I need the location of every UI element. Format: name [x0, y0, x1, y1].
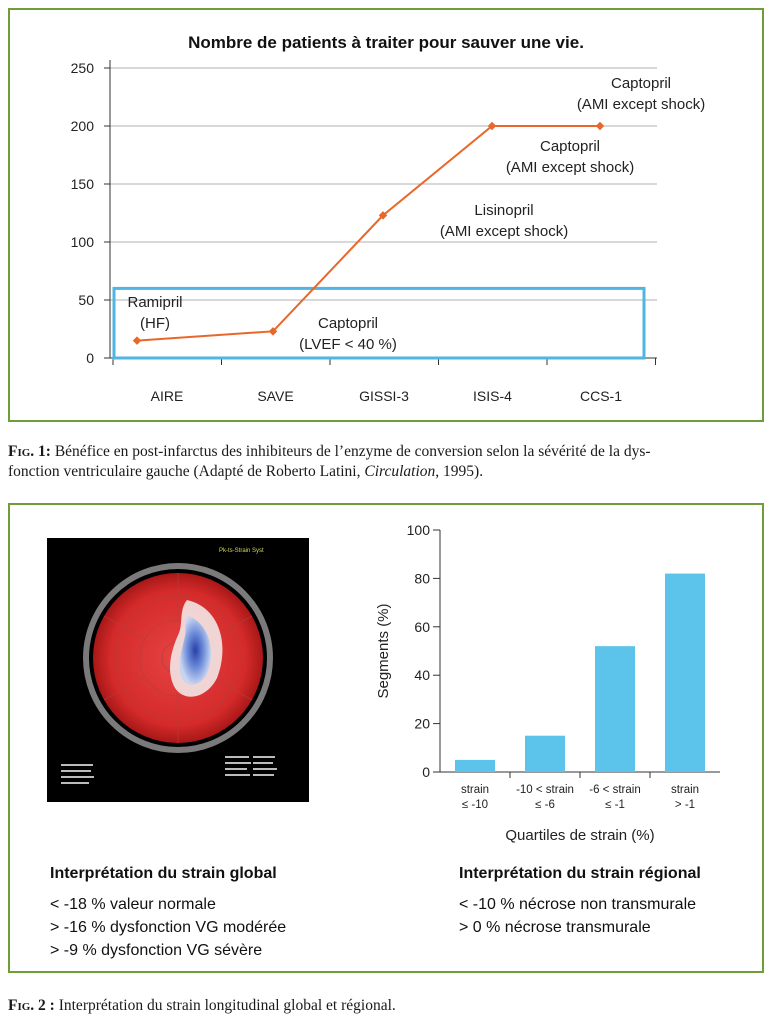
chart2-x-axis-label: Quartiles de strain (%)	[505, 827, 654, 844]
figure1-caption: Fig. 1: Bénéfice en post-infarctus des i…	[8, 442, 651, 482]
regional-strain-heading: Interprétation du strain régional	[459, 865, 701, 882]
regional-strain-line: < -10 % nécrose non transmurale	[459, 896, 697, 913]
chart1-annotation: (HF)	[140, 315, 170, 332]
chart2-x-tick-label: -10 < strain	[516, 784, 574, 796]
bullseye-segment-lines	[103, 573, 253, 743]
global-strain-line: > -9 % dysfonction VG sévère	[50, 942, 263, 959]
chart1-annotation: (LVEF < 40 %)	[299, 336, 397, 353]
chart1-x-tick-label: ISIS-4	[473, 388, 512, 404]
figure2-caption-label: Fig. 2 :	[8, 997, 55, 1014]
bullseye-legend-marks	[61, 756, 277, 784]
chart1-y-tick-label: 200	[71, 118, 95, 134]
chart2-bar	[665, 573, 705, 772]
chart2-y-tick-label: 0	[422, 764, 430, 780]
chart2-x-tick-label: strain	[461, 784, 489, 796]
bullseye-strain-map: Pk-ts-Strain Syst	[61, 548, 277, 784]
figure1-caption-text-b-post: , 1995).	[435, 463, 484, 480]
chart1-annotation: Captopril	[611, 75, 671, 92]
global-strain-line: > -16 % dysfonction VG modérée	[50, 919, 287, 936]
chart1-y-tick-label: 50	[78, 292, 94, 308]
chart2-bar	[525, 735, 565, 772]
chart1-data-point	[378, 211, 388, 220]
chart1-annotation: (AMI except shock)	[506, 159, 634, 176]
figure1-caption-text-a: Bénéfice en post-infarctus des inhibiteu…	[54, 443, 651, 460]
chart1-highlight-box	[112, 286, 646, 360]
chart1-data-point	[268, 327, 278, 336]
chart1-data-point	[132, 336, 142, 345]
chart1-annotation: Captopril	[540, 138, 600, 155]
chart2-x-tick-label: ≤ -6	[535, 799, 555, 811]
figure2-caption-text: Interprétation du strain longitudinal gl…	[58, 997, 396, 1014]
chart2-bar	[595, 646, 635, 772]
chart2-x-tick-label: ≤ -1	[605, 799, 625, 811]
chart2-x-tick-label: > -1	[675, 799, 695, 811]
chart1-x-tick-label: SAVE	[257, 388, 293, 404]
chart1-annotation: Ramipril	[127, 294, 182, 311]
bullseye-outer-ring	[83, 563, 273, 753]
chart2-y-tick-label: 100	[407, 522, 431, 538]
chart1-y-tick-label: 0	[86, 350, 94, 366]
chart2-x-tick-label: -6 < strain	[589, 784, 640, 796]
bullseye-header: Pk-ts-Strain Syst	[219, 548, 264, 554]
chart1-x-tick-label: CCS-1	[580, 388, 622, 404]
figure1-caption-text-b-pre: fonction ventriculaire gauche (Adapté de…	[8, 463, 365, 480]
chart2-y-axis-label: Segments (%)	[375, 603, 392, 698]
global-strain-line: < -18 % valeur normale	[50, 896, 216, 913]
chart1-y-tick-label: 250	[71, 60, 95, 76]
chart2-bar	[455, 759, 495, 772]
chart1-annotation: Captopril	[318, 315, 378, 332]
chart2-x-tick-label: ≤ -10	[462, 799, 488, 811]
chart1-y-tick-label: 150	[71, 176, 95, 192]
global-strain-interpretation: Interprétation du strain global < -18 % …	[50, 862, 286, 962]
figure2-caption: Fig. 2 : Interprétation du strain longit…	[8, 996, 396, 1016]
figure1-caption-label: Fig. 1:	[8, 443, 51, 460]
global-strain-heading: Interprétation du strain global	[50, 865, 277, 882]
chart1-annotation: Lisinopril	[474, 202, 533, 219]
chart2-y-tick-label: 80	[414, 570, 430, 586]
chart2-y-tick-label: 20	[414, 716, 430, 732]
regional-strain-interpretation: Interprétation du strain régional < -10 …	[459, 862, 701, 939]
chart1-annotation: (AMI except shock)	[577, 96, 705, 113]
chart1-data-point	[487, 121, 497, 131]
chart2-y-tick-label: 40	[414, 667, 430, 683]
chart1-title: Nombre de patients à traiter pour sauver…	[188, 33, 584, 52]
chart1-annotation: (AMI except shock)	[440, 223, 568, 240]
bar-chart: 0 20 40 60 80 100 strain ≤ -10 -10 < strain ≤ -6 -…	[375, 522, 720, 844]
figure1-caption-journal: Circulation	[364, 463, 436, 480]
chart1-x-tick-label: GISSI-3	[359, 388, 409, 404]
chart1-x-tick-label: AIRE	[151, 388, 184, 404]
chart1-data-point	[595, 121, 605, 131]
line-chart: Nombre de patients à traiter pour sauver…	[71, 33, 706, 404]
regional-strain-line: > 0 % nécrose transmurale	[459, 919, 651, 936]
bullseye-strain-image: Pk-ts-Strain Syst	[47, 538, 309, 802]
chart2-x-tick-label: strain	[671, 784, 699, 796]
chart1-y-tick-label: 100	[71, 234, 95, 250]
bullseye-blue-zone	[179, 616, 212, 685]
figure1-panel: Nombre de patients à traiter pour sauver…	[8, 8, 764, 422]
chart2-y-tick-label: 60	[414, 619, 430, 635]
